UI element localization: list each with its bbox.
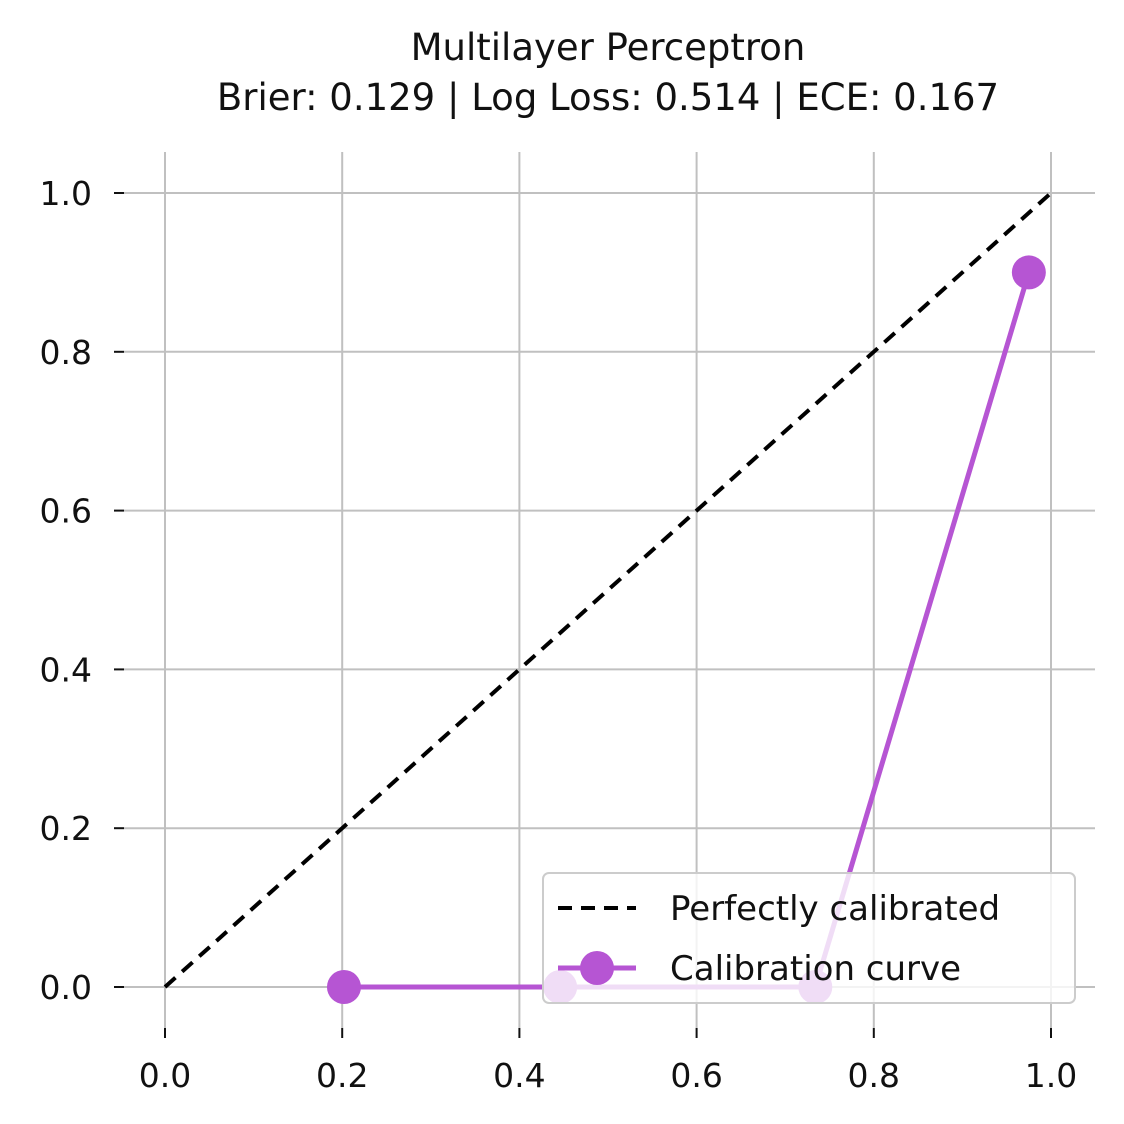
y-tick-label: 0.4 bbox=[40, 650, 92, 689]
y-axis-ticks: 0.0 0.2 0.4 0.6 0.8 1.0 bbox=[40, 174, 124, 1007]
y-tick-label: 0.8 bbox=[40, 333, 92, 372]
chart-subtitle: Brier: 0.129 | Log Loss: 0.514 | ECE: 0.… bbox=[216, 76, 1000, 119]
series-lines bbox=[163, 191, 1053, 990]
legend-curve-marker bbox=[580, 951, 614, 985]
x-tick-label: 0.8 bbox=[848, 1056, 900, 1095]
calibration-point bbox=[326, 970, 361, 1004]
y-tick-label: 0.0 bbox=[40, 968, 92, 1007]
perfectly-calibrated-line bbox=[163, 191, 1053, 989]
x-tick-label: 0.2 bbox=[316, 1056, 368, 1095]
y-tick-label: 0.6 bbox=[40, 492, 92, 531]
x-tick-label: 0.6 bbox=[670, 1056, 722, 1095]
legend-label-calibration: Calibration curve bbox=[670, 949, 961, 989]
calibration-point bbox=[1011, 255, 1046, 290]
x-tick-label: 0.4 bbox=[493, 1056, 545, 1095]
y-tick-label: 1.0 bbox=[40, 174, 92, 213]
x-tick-label: 1.0 bbox=[1025, 1056, 1077, 1095]
x-axis-ticks: 0.0 0.2 0.4 0.6 0.8 1.0 bbox=[139, 1028, 1077, 1095]
legend-label-perfect: Perfectly calibrated bbox=[670, 889, 1000, 929]
chart-title: Multilayer Perceptron bbox=[410, 26, 806, 69]
x-tick-label: 0.0 bbox=[139, 1056, 191, 1095]
legend-box bbox=[542, 872, 1076, 1004]
y-tick-label: 0.2 bbox=[40, 809, 92, 848]
legend: Perfectly calibrated Calibration curve bbox=[542, 872, 1076, 1004]
